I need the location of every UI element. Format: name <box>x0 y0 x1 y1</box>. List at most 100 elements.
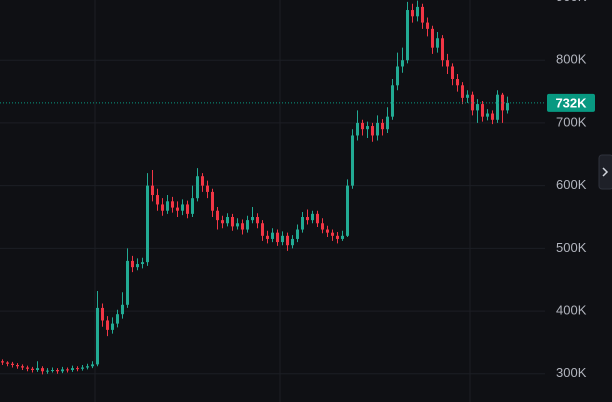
candle-body <box>21 366 24 368</box>
candle-body <box>491 113 494 120</box>
candle-body <box>271 232 274 239</box>
candle-body <box>186 204 189 214</box>
candle-body <box>56 370 59 372</box>
candle-body <box>211 191 214 211</box>
candle-body <box>476 104 479 111</box>
y-tick-label: 600K <box>556 177 587 192</box>
candle-body <box>231 216 234 227</box>
candle-body <box>221 220 224 224</box>
candle-body <box>306 216 309 221</box>
candle-body <box>351 135 354 186</box>
candle-body <box>381 122 384 130</box>
plot: 300K 400K 500K 600K 700K 800K 900K <box>0 0 587 380</box>
candle-body <box>61 369 64 372</box>
candle-body <box>11 363 14 365</box>
candle-body <box>461 85 464 98</box>
candle-body <box>116 314 119 324</box>
candle-body <box>451 66 454 80</box>
candle-body <box>471 94 474 111</box>
candle-body <box>251 216 254 221</box>
candle-body <box>71 368 74 371</box>
candle-body <box>376 122 379 136</box>
candle-body <box>396 66 399 86</box>
candle-body <box>441 38 444 61</box>
candle-body <box>36 368 39 371</box>
candle-body <box>226 216 229 224</box>
candle-body <box>266 235 269 239</box>
candle-body <box>456 79 459 86</box>
candle-body <box>496 94 499 120</box>
candle-body <box>156 195 159 205</box>
candle-body <box>166 201 169 211</box>
candle-body <box>331 232 334 236</box>
candle-body <box>236 223 239 227</box>
candle-body <box>176 207 179 211</box>
candle-body <box>256 216 259 224</box>
candle-body <box>96 307 99 365</box>
candle-body <box>111 323 114 330</box>
candle-body <box>126 260 129 305</box>
candle-body <box>241 223 244 230</box>
candle-body <box>506 102 509 111</box>
candle-body <box>281 235 284 243</box>
candle-body <box>431 28 434 48</box>
candle-body <box>101 307 104 321</box>
candle-body <box>341 235 344 239</box>
candle-body <box>196 176 199 199</box>
candle-body <box>81 367 84 369</box>
candle-body <box>346 185 349 236</box>
candle-body <box>161 204 164 211</box>
candle-body <box>1 361 4 363</box>
candle-body <box>6 362 9 364</box>
candle-body <box>466 94 469 98</box>
candle-body <box>261 223 264 236</box>
candle-body <box>336 235 339 239</box>
candle-body <box>296 229 299 239</box>
candle-body <box>41 368 44 372</box>
candle-body <box>406 10 409 61</box>
candle-body <box>26 367 29 369</box>
candle-body <box>31 368 34 371</box>
candle-body <box>136 264 139 268</box>
candle-body <box>501 94 504 111</box>
candle-body <box>91 364 94 367</box>
last-price-tag <box>547 93 595 112</box>
candle-body <box>311 213 314 221</box>
candle-body <box>486 113 489 117</box>
candle-body <box>206 185 209 192</box>
candle-body <box>181 204 184 211</box>
y-tick-label: 900K <box>556 0 587 4</box>
y-tick-label: 500K <box>556 240 587 255</box>
candle-body <box>416 6 419 17</box>
candle-body <box>141 262 144 265</box>
candle-body <box>291 238 294 246</box>
last-price-label: 732K <box>555 95 587 110</box>
side-toggle[interactable] <box>598 154 612 190</box>
candle-body <box>326 229 329 233</box>
candle-body <box>301 216 304 230</box>
chevron-icon[interactable] <box>602 167 609 177</box>
candle-body <box>131 260 134 268</box>
candle-body <box>171 201 174 208</box>
candle-body <box>391 85 394 117</box>
candle-body <box>426 22 429 29</box>
candle-body <box>316 213 319 224</box>
candle-body <box>386 116 389 130</box>
candle-body <box>121 304 124 315</box>
candle-body <box>146 185 149 263</box>
candle-body <box>411 10 414 17</box>
candle-body <box>446 60 449 67</box>
side-toggle-bg[interactable] <box>598 154 612 190</box>
candle-body <box>321 223 324 230</box>
candle-body <box>86 366 89 368</box>
candle-body <box>51 370 54 372</box>
candle-body <box>286 235 289 246</box>
candle-body <box>361 122 364 130</box>
candle-body <box>401 60 404 67</box>
candle-body <box>16 364 19 367</box>
candle-body <box>371 126 374 136</box>
y-tick-label: 800K <box>556 52 587 67</box>
candle-body <box>106 320 109 330</box>
candle-body <box>216 210 219 221</box>
